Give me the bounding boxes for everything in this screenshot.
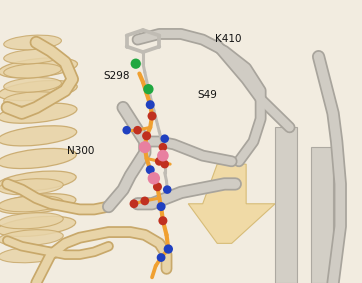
- Ellipse shape: [4, 63, 62, 78]
- Ellipse shape: [0, 80, 77, 101]
- Point: [147, 168, 153, 172]
- Point: [131, 201, 137, 206]
- Ellipse shape: [0, 171, 76, 191]
- Ellipse shape: [0, 126, 77, 146]
- Point: [144, 134, 150, 138]
- Point: [162, 136, 168, 141]
- Point: [160, 218, 166, 223]
- Ellipse shape: [0, 196, 63, 212]
- Ellipse shape: [0, 247, 63, 263]
- Text: N300: N300: [67, 146, 94, 156]
- Point: [147, 102, 153, 107]
- Point: [158, 255, 164, 260]
- Polygon shape: [311, 147, 333, 283]
- Ellipse shape: [0, 213, 63, 229]
- Point: [160, 153, 166, 158]
- Point: [142, 199, 148, 203]
- Ellipse shape: [0, 58, 77, 78]
- Point: [155, 185, 160, 189]
- Point: [164, 187, 170, 192]
- Ellipse shape: [4, 35, 62, 50]
- Polygon shape: [188, 164, 275, 243]
- Point: [142, 145, 148, 149]
- Point: [162, 162, 168, 166]
- Ellipse shape: [4, 49, 62, 64]
- Ellipse shape: [4, 78, 62, 92]
- Ellipse shape: [0, 179, 63, 195]
- Ellipse shape: [0, 148, 76, 169]
- Polygon shape: [275, 127, 297, 283]
- Text: S49: S49: [197, 90, 217, 100]
- Point: [149, 114, 155, 118]
- Ellipse shape: [0, 230, 63, 246]
- Ellipse shape: [0, 194, 76, 214]
- Point: [151, 176, 157, 181]
- Point: [133, 61, 139, 66]
- Text: K410: K410: [215, 34, 242, 44]
- Point: [158, 204, 164, 209]
- Text: S298: S298: [103, 71, 130, 82]
- Point: [146, 87, 151, 91]
- Point: [124, 128, 130, 132]
- Ellipse shape: [0, 103, 77, 123]
- Ellipse shape: [4, 92, 62, 106]
- Ellipse shape: [0, 216, 76, 237]
- Point: [160, 145, 166, 149]
- Point: [165, 247, 171, 251]
- Point: [156, 159, 162, 164]
- Point: [135, 128, 140, 132]
